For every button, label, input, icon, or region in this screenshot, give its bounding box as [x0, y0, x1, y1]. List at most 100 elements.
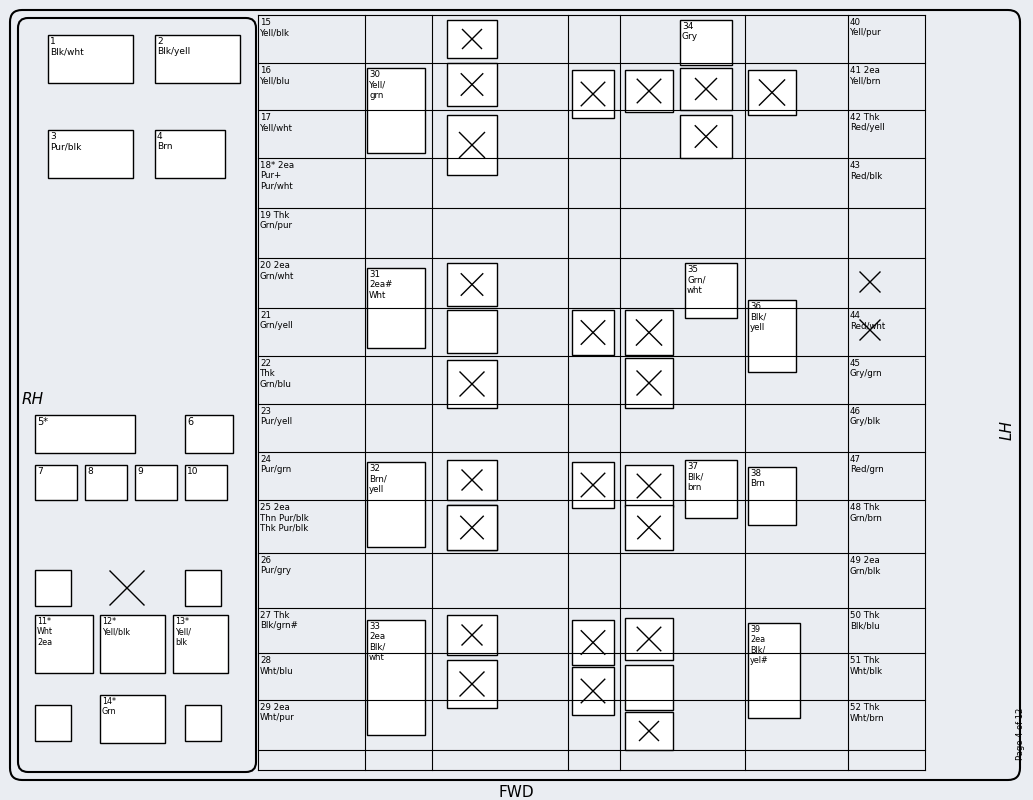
Bar	[35, 615, 93, 673]
Bar	[185, 415, 233, 453]
FancyBboxPatch shape	[10, 10, 1020, 780]
Text: 15
Yell/blk: 15 Yell/blk	[260, 18, 290, 38]
Text: 20 2ea
Grn/wht: 20 2ea Grn/wht	[260, 261, 294, 280]
Text: 3
Pur/blk: 3 Pur/blk	[50, 132, 82, 151]
Text: 6: 6	[187, 417, 193, 427]
FancyBboxPatch shape	[18, 18, 256, 772]
Text: 51 Thk
Wht/blk: 51 Thk Wht/blk	[850, 656, 883, 675]
Text: 52 Thk
Wht/brn: 52 Thk Wht/brn	[850, 703, 884, 722]
Text: 43
Red/blk: 43 Red/blk	[850, 161, 882, 180]
Bar	[48, 35, 133, 83]
Bar	[447, 460, 497, 500]
Bar	[35, 415, 135, 453]
Bar	[625, 665, 674, 710]
Text: 18* 2ea
Pur+
Pur/wht: 18* 2ea Pur+ Pur/wht	[260, 161, 294, 190]
Bar	[185, 465, 227, 500]
Bar	[367, 68, 425, 153]
Text: 23
Pur/yell: 23 Pur/yell	[260, 407, 292, 426]
Bar	[48, 130, 133, 178]
Text: 10: 10	[187, 467, 198, 476]
Text: 5*: 5*	[37, 417, 48, 427]
Text: 29 2ea
Wht/pur: 29 2ea Wht/pur	[260, 703, 294, 722]
Text: 24
Pur/grn: 24 Pur/grn	[260, 455, 291, 474]
Bar	[447, 263, 497, 306]
Text: 28
Wht/blu: 28 Wht/blu	[260, 656, 293, 675]
Text: 38
Brn: 38 Brn	[750, 469, 764, 488]
Text: 46
Gry/blk: 46 Gry/blk	[850, 407, 881, 426]
Bar	[625, 70, 674, 112]
Bar	[572, 667, 614, 715]
Bar	[447, 505, 497, 550]
Text: 26
Pur/gry: 26 Pur/gry	[260, 556, 291, 575]
Bar	[572, 310, 614, 355]
Bar	[685, 263, 737, 318]
Text: 35
Grn/
wht: 35 Grn/ wht	[687, 265, 706, 295]
Text: Page 4 of 12: Page 4 of 12	[1016, 708, 1025, 760]
Bar	[447, 360, 497, 408]
Bar	[447, 660, 497, 708]
Bar	[447, 505, 497, 550]
Bar	[625, 358, 674, 408]
Text: 25 2ea
Thn Pur/blk
Thk Pur/blk: 25 2ea Thn Pur/blk Thk Pur/blk	[260, 503, 309, 533]
Text: 50 Thk
Blk/blu: 50 Thk Blk/blu	[850, 611, 880, 630]
Text: 12*
Yell/blk: 12* Yell/blk	[102, 617, 130, 637]
Bar	[447, 310, 497, 353]
Text: 19 Thk
Grn/pur: 19 Thk Grn/pur	[260, 211, 293, 230]
Bar	[625, 310, 674, 355]
Bar	[685, 460, 737, 518]
Bar	[680, 20, 732, 65]
Bar	[367, 620, 425, 735]
Bar	[447, 615, 497, 655]
Text: 41 2ea
Yell/brn: 41 2ea Yell/brn	[850, 66, 881, 86]
Text: 36
Blk/
yell: 36 Blk/ yell	[750, 302, 766, 332]
Bar	[367, 268, 425, 348]
Text: 14*
Grn: 14* Grn	[102, 697, 117, 717]
Bar	[572, 620, 614, 665]
Bar	[100, 695, 165, 743]
Text: 2
Blk/yell: 2 Blk/yell	[157, 37, 190, 56]
Bar	[35, 465, 77, 500]
Bar	[185, 705, 221, 741]
Bar	[572, 462, 614, 508]
Bar	[625, 465, 674, 507]
Bar	[100, 615, 165, 673]
Text: 49 2ea
Grn/blk: 49 2ea Grn/blk	[850, 556, 881, 575]
Text: 47
Red/grn: 47 Red/grn	[850, 455, 884, 474]
Text: 40
Yell/pur: 40 Yell/pur	[850, 18, 881, 38]
Text: 32
Brn/
yell: 32 Brn/ yell	[369, 464, 386, 494]
Bar	[155, 130, 225, 178]
Text: 31
2ea#
Wht: 31 2ea# Wht	[369, 270, 393, 300]
Bar	[35, 570, 71, 606]
Text: 33
2ea
Blk/
wht: 33 2ea Blk/ wht	[369, 622, 385, 662]
Text: 48 Thk
Grn/brn: 48 Thk Grn/brn	[850, 503, 883, 522]
Text: 7: 7	[37, 467, 42, 476]
Bar	[625, 618, 674, 660]
Bar	[85, 465, 127, 500]
Bar	[748, 70, 796, 115]
Bar	[680, 115, 732, 158]
Text: 16
Yell/blu: 16 Yell/blu	[260, 66, 290, 86]
Bar	[135, 465, 177, 500]
Text: 34
Gry: 34 Gry	[682, 22, 698, 42]
Text: 17
Yell/wht: 17 Yell/wht	[260, 113, 293, 132]
Text: 27 Thk
Blk/grn#: 27 Thk Blk/grn#	[260, 611, 298, 630]
Text: 45
Gry/grn: 45 Gry/grn	[850, 359, 882, 378]
Bar	[625, 712, 674, 750]
Bar	[367, 462, 425, 547]
Bar	[748, 623, 800, 718]
Text: FWD: FWD	[498, 785, 534, 800]
Bar	[447, 63, 497, 106]
Bar	[173, 615, 228, 673]
Text: 39
2ea
Blk/
yel#: 39 2ea Blk/ yel#	[750, 625, 769, 666]
Bar	[35, 705, 71, 741]
Bar	[185, 570, 221, 606]
Text: 30
Yell/
grn: 30 Yell/ grn	[369, 70, 386, 100]
Bar	[447, 20, 497, 58]
Text: 22
Thk
Grn/blu: 22 Thk Grn/blu	[260, 359, 292, 389]
Text: 11*
Wht
2ea: 11* Wht 2ea	[37, 617, 53, 646]
Bar	[572, 70, 614, 118]
Bar	[748, 467, 796, 525]
Bar	[748, 300, 796, 372]
Text: 8: 8	[87, 467, 93, 476]
Bar	[680, 68, 732, 110]
